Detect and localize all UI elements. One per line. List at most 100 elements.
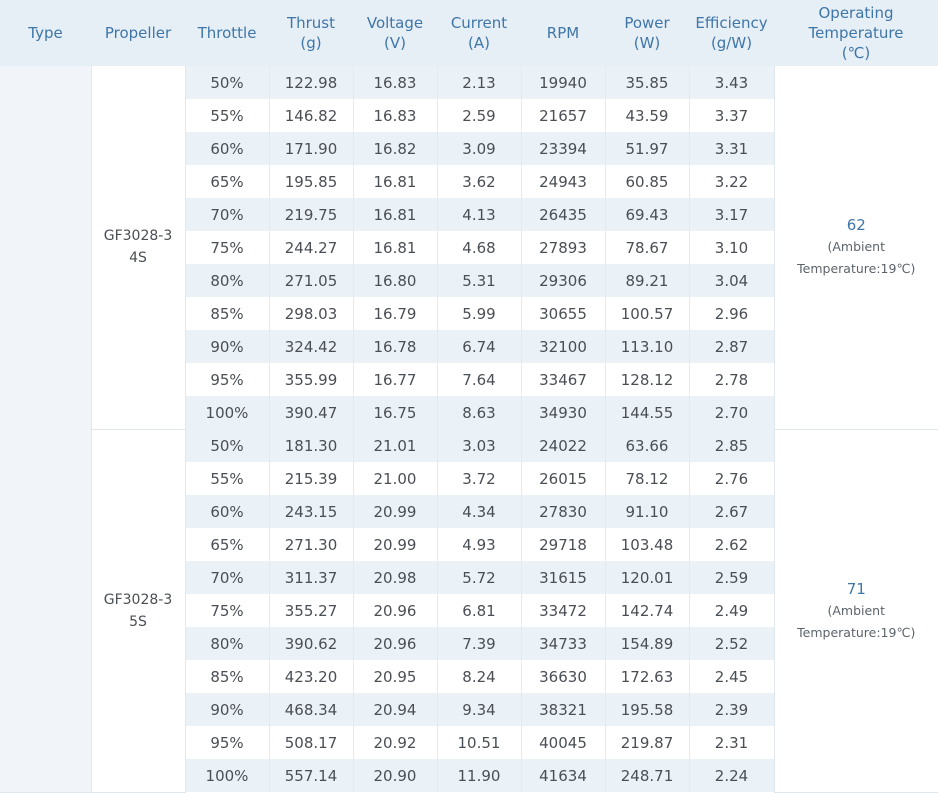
current-cell: 8.24 (436, 660, 521, 693)
ambient-temperature-note: (Ambient Temperature:19℃) (797, 602, 916, 640)
header-power: Power (W) (605, 0, 689, 66)
thrust-cell: 219.75 (268, 198, 353, 231)
efficiency-cell: 2.59 (688, 561, 774, 594)
efficiency-cell: 2.39 (688, 693, 774, 726)
current-cell: 7.39 (436, 627, 521, 660)
power-cell: 219.87 (604, 726, 689, 759)
power-cell: 51.97 (604, 132, 689, 165)
table-row: 90% 468.34 20.94 9.34 38321 195.58 2.39 (0, 693, 938, 726)
power-cell: 128.12 (604, 363, 689, 396)
rpm-cell: 41634 (520, 759, 605, 792)
efficiency-cell: 3.10 (688, 231, 774, 264)
current-cell: 7.64 (436, 363, 521, 396)
table-row: 80% 271.05 16.80 5.31 29306 89.21 3.04 (0, 264, 938, 297)
efficiency-cell: 3.22 (688, 165, 774, 198)
table-row: 55% 146.82 16.83 2.59 21657 43.59 3.37 (0, 99, 938, 132)
current-cell: 6.74 (436, 330, 521, 363)
voltage-cell: 16.81 (352, 198, 437, 231)
voltage-cell: 20.95 (352, 660, 437, 693)
rpm-cell: 24022 (520, 429, 605, 462)
voltage-cell: 20.98 (352, 561, 437, 594)
voltage-cell: 16.81 (352, 231, 437, 264)
voltage-cell: 16.75 (352, 396, 437, 429)
efficiency-cell: 3.17 (688, 198, 774, 231)
throttle-cell: 80% (184, 627, 269, 660)
thrust-cell: 122.98 (268, 66, 353, 99)
efficiency-cell: 2.67 (688, 495, 774, 528)
voltage-cell: 16.83 (352, 99, 437, 132)
thrust-cell: 557.14 (268, 759, 353, 792)
current-cell: 2.59 (436, 99, 521, 132)
thrust-cell: 311.37 (268, 561, 353, 594)
efficiency-cell: 2.96 (688, 297, 774, 330)
voltage-cell: 16.79 (352, 297, 437, 330)
power-cell: 144.55 (604, 396, 689, 429)
header-operating-temperature: Operating Temperature (℃) (774, 0, 938, 66)
throttle-cell: 60% (184, 132, 269, 165)
table-row: 75% 355.27 20.96 6.81 33472 142.74 2.49 (0, 594, 938, 627)
throttle-cell: 100% (184, 396, 269, 429)
rpm-cell: 30655 (520, 297, 605, 330)
table-row: 95% 355.99 16.77 7.64 33467 128.12 2.78 (0, 363, 938, 396)
throttle-cell: 50% (184, 429, 269, 462)
header-efficiency: Efficiency (g/W) (689, 0, 774, 66)
throttle-cell: 90% (184, 693, 269, 726)
rpm-cell: 23394 (520, 132, 605, 165)
table-row: 65% 271.30 20.99 4.93 29718 103.48 2.62 (0, 528, 938, 561)
rpm-cell: 31615 (520, 561, 605, 594)
voltage-cell: 16.81 (352, 165, 437, 198)
propeller-cell: GF3028-3 5S (90, 429, 186, 793)
current-cell: 5.99 (436, 297, 521, 330)
voltage-cell: 21.00 (352, 462, 437, 495)
power-cell: 172.63 (604, 660, 689, 693)
efficiency-cell: 2.24 (688, 759, 774, 792)
current-cell: 10.51 (436, 726, 521, 759)
rpm-cell: 24943 (520, 165, 605, 198)
power-cell: 78.67 (604, 231, 689, 264)
power-cell: 60.85 (604, 165, 689, 198)
header-thrust: Thrust (g) (269, 0, 353, 66)
table-row: GF3028-3 4S 50% 122.98 16.83 2.13 19940 35.85 3… (0, 66, 938, 793)
efficiency-cell: 3.31 (688, 132, 774, 165)
current-cell: 4.93 (436, 528, 521, 561)
throttle-cell: 85% (184, 660, 269, 693)
ambient-temperature-note: (Ambient Temperature:19℃) (797, 239, 916, 277)
throttle-cell: 60% (184, 495, 269, 528)
power-cell: 100.57 (604, 297, 689, 330)
efficiency-cell: 3.37 (688, 99, 774, 132)
power-cell: 195.58 (604, 693, 689, 726)
current-cell: 4.68 (436, 231, 521, 264)
power-cell: 63.66 (604, 429, 689, 462)
current-cell: 3.62 (436, 165, 521, 198)
thrust-cell: 271.30 (268, 528, 353, 561)
voltage-cell: 16.78 (352, 330, 437, 363)
table-body: GF3028-3 4S 50% 122.98 16.83 2.13 19940 35.85 3… (0, 66, 938, 793)
efficiency-cell: 3.04 (688, 264, 774, 297)
thrust-cell: 390.62 (268, 627, 353, 660)
current-cell: 3.72 (436, 462, 521, 495)
current-cell: 5.31 (436, 264, 521, 297)
voltage-cell: 20.96 (352, 627, 437, 660)
throttle-cell: 80% (184, 264, 269, 297)
thrust-cell: 181.30 (268, 429, 353, 462)
header-throttle: Throttle (185, 0, 269, 66)
throttle-cell: 95% (184, 726, 269, 759)
temperature-value: 71 (846, 579, 866, 598)
current-cell: 11.90 (436, 759, 521, 792)
voltage-cell: 20.94 (352, 693, 437, 726)
throttle-cell: 55% (184, 462, 269, 495)
thrust-cell: 390.47 (268, 396, 353, 429)
power-cell: 248.71 (604, 759, 689, 792)
throttle-cell: 75% (184, 231, 269, 264)
rpm-cell: 26435 (520, 198, 605, 231)
power-cell: 35.85 (604, 66, 689, 99)
efficiency-cell: 2.52 (688, 627, 774, 660)
voltage-cell: 20.92 (352, 726, 437, 759)
current-cell: 3.03 (436, 429, 521, 462)
rpm-cell: 27893 (520, 231, 605, 264)
header-row: Type Propeller Throttle Thrust (g) Volta… (0, 0, 938, 66)
thrust-cell: 195.85 (268, 165, 353, 198)
efficiency-cell: 2.45 (688, 660, 774, 693)
power-cell: 120.01 (604, 561, 689, 594)
